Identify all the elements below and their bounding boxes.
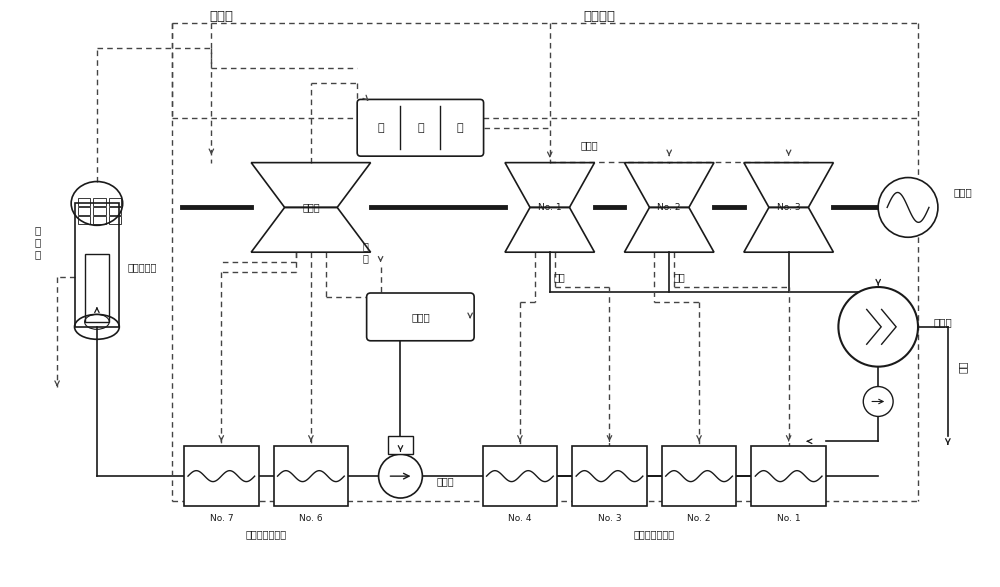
Text: 高压缸: 高压缸 xyxy=(302,203,320,212)
Text: No. 1: No. 1 xyxy=(538,203,562,212)
Text: No. 7: No. 7 xyxy=(210,514,233,524)
Circle shape xyxy=(878,177,938,237)
Text: 排
污
水: 排 污 水 xyxy=(34,225,40,259)
Circle shape xyxy=(379,454,422,498)
Bar xyxy=(388,436,413,454)
Text: No. 6: No. 6 xyxy=(299,514,323,524)
Text: 新蒸汽: 新蒸汽 xyxy=(209,10,233,23)
Text: No. 2: No. 2 xyxy=(657,203,681,212)
Bar xyxy=(75,204,119,327)
Text: 给水泵: 给水泵 xyxy=(436,476,454,486)
Text: No. 3: No. 3 xyxy=(598,514,621,524)
Text: No. 4: No. 4 xyxy=(508,514,532,524)
Bar xyxy=(751,446,826,506)
FancyBboxPatch shape xyxy=(367,293,474,341)
Bar xyxy=(184,446,259,506)
Text: 发电机: 发电机 xyxy=(953,187,972,197)
Bar xyxy=(662,446,736,506)
Bar xyxy=(78,207,90,215)
Text: 再热蒸汽: 再热蒸汽 xyxy=(584,10,616,23)
Text: No. 2: No. 2 xyxy=(687,514,711,524)
Text: No. 3: No. 3 xyxy=(777,203,800,212)
Circle shape xyxy=(838,287,918,367)
Text: 疏水: 疏水 xyxy=(958,360,968,373)
Text: 低压给水加热器: 低压给水加热器 xyxy=(634,529,675,539)
Bar xyxy=(93,198,106,207)
Bar xyxy=(483,446,557,506)
Text: 低压缸: 低压缸 xyxy=(581,140,598,150)
Text: 一: 一 xyxy=(417,123,424,133)
FancyBboxPatch shape xyxy=(357,99,484,156)
Text: 补
水: 补 水 xyxy=(363,241,369,263)
Bar xyxy=(93,217,106,224)
Text: 分: 分 xyxy=(377,123,384,133)
Text: 二: 二 xyxy=(457,123,464,133)
Bar xyxy=(78,217,90,224)
Text: 抽汽: 抽汽 xyxy=(554,272,566,282)
Bar xyxy=(572,446,647,506)
Bar xyxy=(93,207,106,215)
Bar xyxy=(109,198,121,207)
Text: 抽汽: 抽汽 xyxy=(673,272,685,282)
Bar xyxy=(109,207,121,215)
Bar xyxy=(78,198,90,207)
Text: 除氧器: 除氧器 xyxy=(411,312,430,322)
Bar xyxy=(109,217,121,224)
Text: No. 1: No. 1 xyxy=(777,514,800,524)
Text: 高压给水加热器: 高压给水加热器 xyxy=(246,529,287,539)
Bar xyxy=(85,254,109,322)
Bar xyxy=(274,446,348,506)
Text: 蒸汽发生器: 蒸汽发生器 xyxy=(127,262,156,272)
Text: 冷凝器: 冷凝器 xyxy=(934,317,952,327)
Circle shape xyxy=(863,387,893,416)
